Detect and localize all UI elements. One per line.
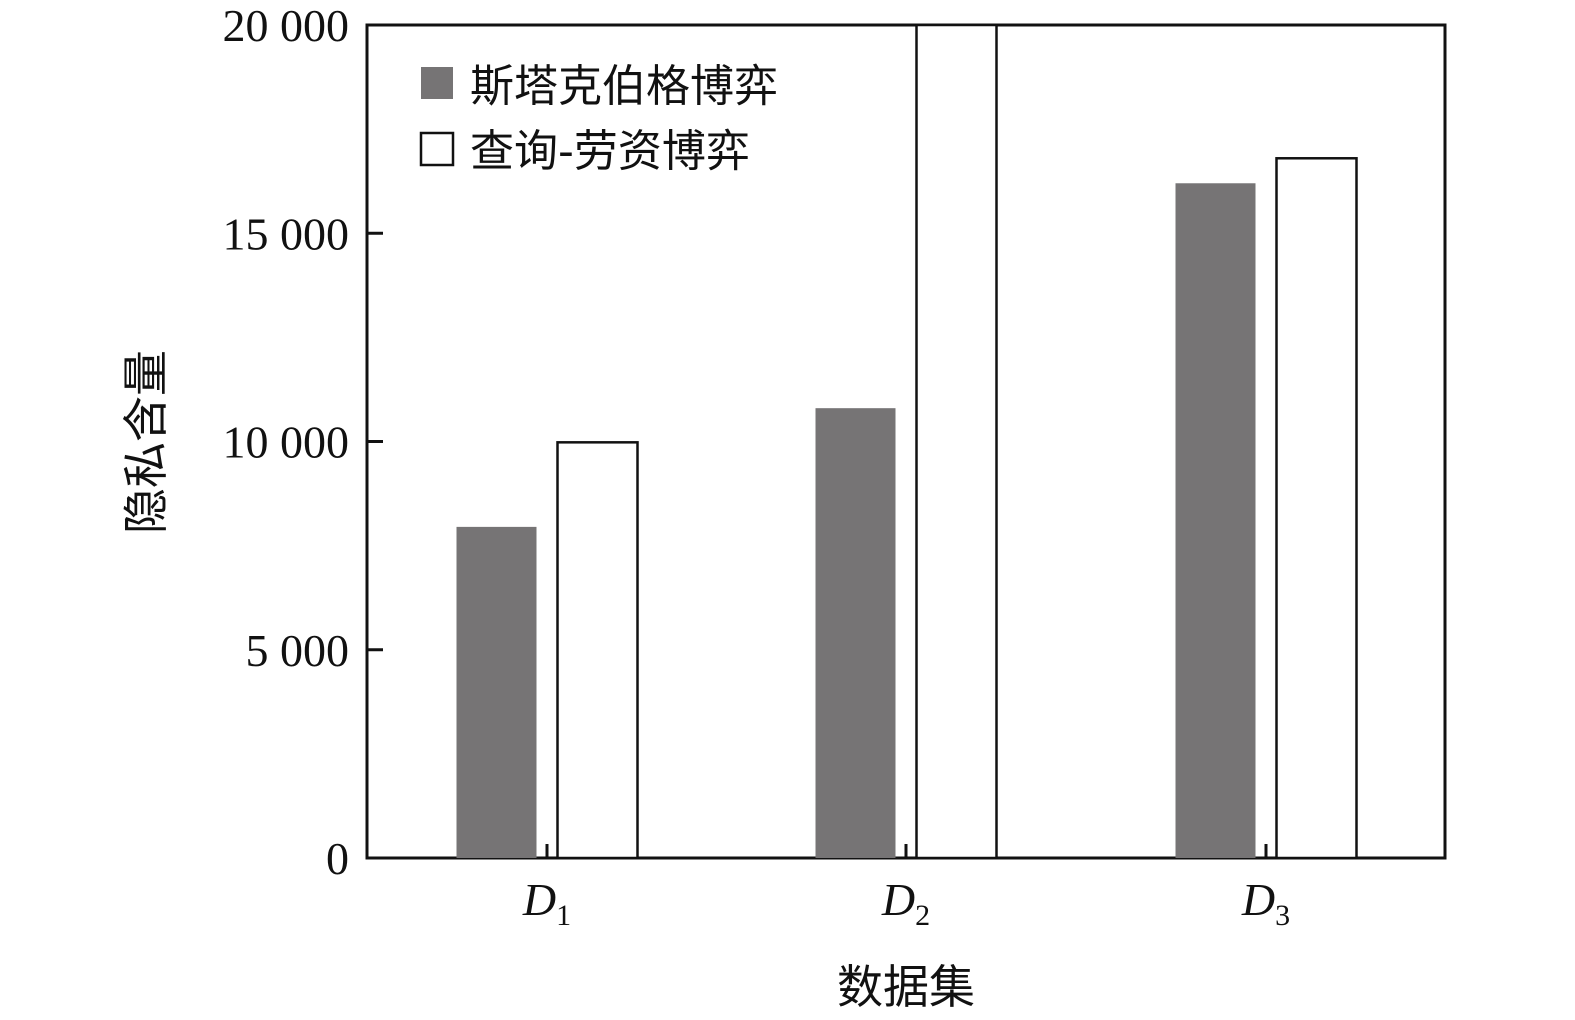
legend-swatch-series-1 (421, 67, 453, 99)
bar-series-1-cat-3 (1175, 183, 1256, 858)
y-tick-label-0: 0 (326, 833, 349, 884)
bars-group (456, 23, 1358, 860)
bar-series-2-cat-1 (556, 441, 639, 860)
y-tick-label-1: 5 000 (246, 625, 350, 676)
x-tick-label-2: D2 (881, 874, 930, 932)
y-axis: 0 5 000 10 000 15 000 20 000 (223, 0, 383, 884)
bar-series-1-cat-1 (456, 526, 537, 858)
bar-series-1-cat-2 (815, 408, 896, 858)
x-tick-label-1: D1 (522, 874, 571, 932)
legend-label-series-2: 查询-劳资博弈 (470, 126, 750, 177)
y-tick-label-4: 20 000 (223, 0, 350, 51)
x-axis-title: 数据集 (837, 960, 975, 1014)
y-axis-title: 隐私含量 (119, 350, 173, 534)
x-tick-label-3: D3 (1241, 874, 1290, 932)
legend-label-series-1: 斯塔克伯格博弈 (470, 61, 778, 112)
bar-series-2-cat-2 (915, 23, 998, 860)
x-axis: D1 D2 D3 (522, 844, 1290, 932)
bar-series-2-cat-3 (1275, 157, 1358, 860)
y-tick-label-2: 10 000 (223, 417, 350, 468)
y-tick-label-3: 15 000 (223, 208, 350, 259)
legend-swatch-series-2 (419, 131, 455, 167)
legend: 斯塔克伯格博弈 查询-劳资博弈 (419, 61, 778, 177)
